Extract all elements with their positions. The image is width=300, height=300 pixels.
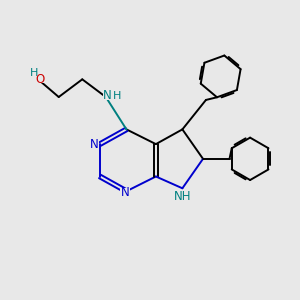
FancyBboxPatch shape bbox=[90, 140, 99, 148]
Text: N: N bbox=[103, 89, 112, 102]
FancyBboxPatch shape bbox=[103, 92, 112, 100]
Text: H: H bbox=[29, 68, 38, 78]
Text: NH: NH bbox=[174, 190, 191, 203]
Text: N: N bbox=[121, 186, 129, 199]
FancyBboxPatch shape bbox=[175, 192, 190, 201]
Text: N: N bbox=[90, 138, 99, 151]
Text: H: H bbox=[113, 91, 121, 100]
FancyBboxPatch shape bbox=[120, 188, 130, 196]
Text: O: O bbox=[35, 73, 44, 86]
FancyBboxPatch shape bbox=[35, 75, 44, 83]
